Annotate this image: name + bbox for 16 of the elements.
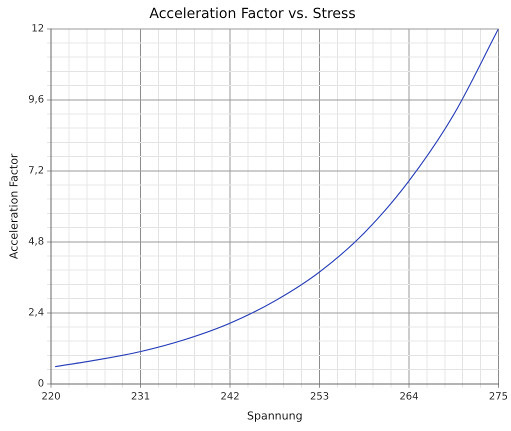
x-tick-label: 220 <box>42 391 61 402</box>
y-axis-title: Acceleration Factor <box>7 153 20 260</box>
y-tick-label: 12 <box>31 23 44 34</box>
y-tick-label: 2,4 <box>28 307 44 318</box>
x-tick-label: 264 <box>399 391 419 402</box>
x-tick-label: 253 <box>310 391 330 402</box>
chart-title: Acceleration Factor vs. Stress <box>149 6 356 22</box>
y-tick-label: 4,8 <box>28 236 44 248</box>
x-tick-label: 231 <box>131 391 150 402</box>
y-tick-label: 9,6 <box>28 94 44 106</box>
x-axis-title: Spannung <box>246 409 303 422</box>
y-tick-label: 7,2 <box>28 165 44 176</box>
line-series <box>54 28 498 368</box>
x-tick-label: 275 <box>488 391 508 402</box>
x-tick-label: 242 <box>220 391 240 402</box>
y-tick-label: 0 <box>38 378 44 390</box>
